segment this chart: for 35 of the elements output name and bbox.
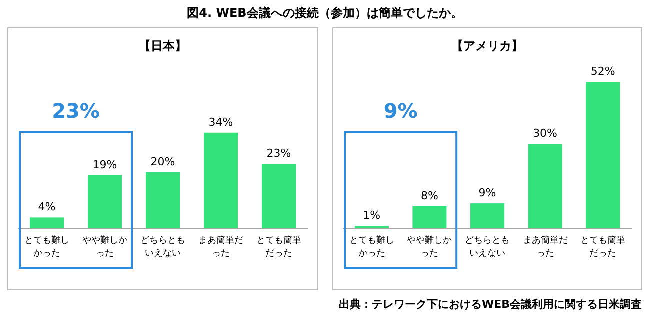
data-label: 9% xyxy=(478,186,496,200)
data-label: 4% xyxy=(38,200,56,214)
data-label: 8% xyxy=(420,189,438,202)
data-label: 19% xyxy=(92,158,118,172)
bar xyxy=(30,218,64,229)
x-tick-label: とても簡単だった xyxy=(256,235,302,261)
bar xyxy=(88,175,122,229)
data-label: 20% xyxy=(150,155,176,168)
text: 23% xyxy=(52,99,100,123)
annotation: 9% xyxy=(384,99,418,123)
x-tick-label: とても簡単だった xyxy=(580,235,627,261)
caption: 図4. WEB会議への接続（参加）は簡単でしたか。 xyxy=(187,6,463,20)
data-label: 52% xyxy=(590,65,616,78)
bar xyxy=(586,82,620,229)
x-tick-label: とても難しかった xyxy=(348,235,396,261)
data-label: 1% xyxy=(363,209,381,222)
chart-title: 【日本】 xyxy=(139,39,187,53)
x-tick-label: やや難しかった xyxy=(82,235,128,261)
x-tick-label: とても難しかった xyxy=(24,235,70,261)
bar xyxy=(262,164,296,229)
bar xyxy=(470,204,504,229)
x-tick-label: まあ簡単だった xyxy=(198,235,244,261)
x-tick-label: まあ簡単だった xyxy=(522,235,569,261)
x-tick-label: どちらともいえない xyxy=(464,235,511,261)
data-label: 34% xyxy=(208,116,234,129)
x-tick-label: どちらともいえない xyxy=(140,235,186,261)
bar xyxy=(528,144,562,229)
bar xyxy=(412,206,447,229)
chart-title: 【アメリカ】 xyxy=(452,39,524,53)
data-label: 23% xyxy=(266,146,292,160)
x-tick-label: やや難しかった xyxy=(406,235,454,261)
bar xyxy=(204,132,238,229)
source-note: 出典：テレワーク下におけるWEB会議利用に関する日米調査 xyxy=(338,298,642,311)
bar xyxy=(146,172,180,229)
data-label: 30% xyxy=(533,127,558,140)
